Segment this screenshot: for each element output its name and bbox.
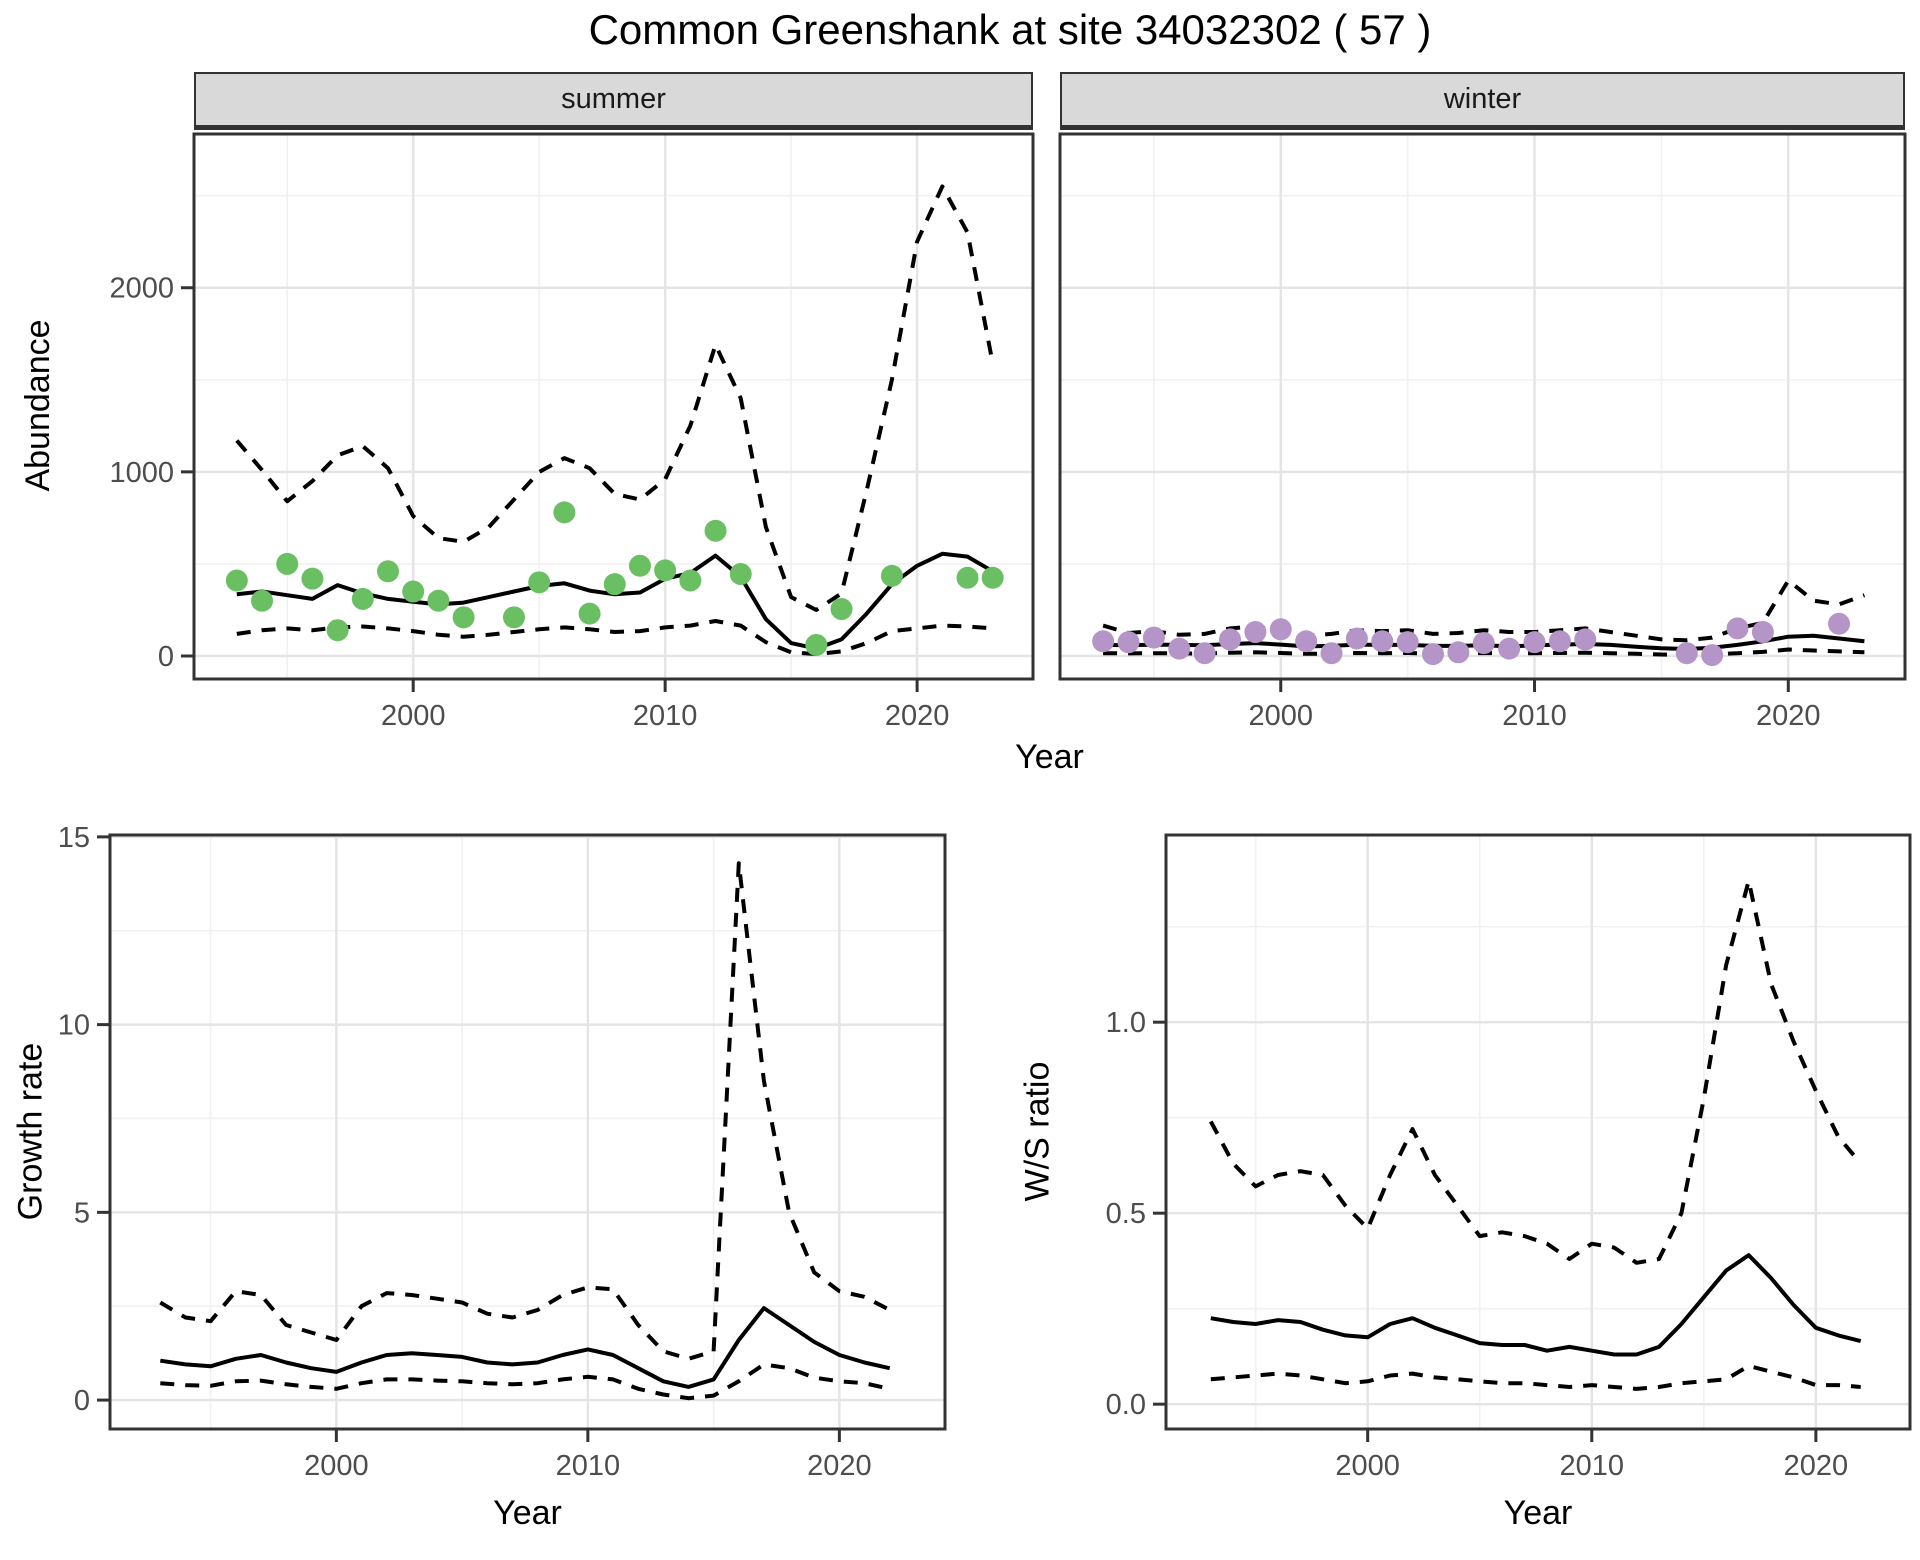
y-axis-title-growth-rate: Growth rate	[11, 1042, 50, 1221]
svg-text:2020: 2020	[1756, 700, 1821, 732]
svg-text:1.0: 1.0	[1106, 1007, 1146, 1039]
facet-strip-winter: winter	[1060, 72, 1905, 130]
facet-strip-winter-label: winter	[1443, 83, 1522, 115]
svg-text:0.5: 0.5	[1106, 1198, 1146, 1230]
svg-text:2000: 2000	[1335, 1450, 1400, 1482]
svg-text:15: 15	[58, 822, 90, 854]
svg-text:10: 10	[58, 1010, 90, 1042]
panel-ws-ratio: 2000 2010 2020 0.0 0.5 1.0	[1082, 827, 1920, 1505]
y-axis-title-ws-ratio: W/S ratio	[1018, 1061, 1057, 1202]
chart-title: Common Greenshank at site 34032302 ( 57 …	[588, 6, 1432, 53]
chart-abundance-summer: 2000 2010 2020 0 1000 2000	[109, 132, 1035, 732]
chart-abundance-winter: 2000 2010 2020	[1058, 132, 1907, 732]
chart-growth-rate: 2000 2010 2020 0 5 10 15	[58, 822, 947, 1482]
x-axis-title-year-top: Year	[1015, 738, 1084, 776]
x-axis-title-year-ws: Year	[1503, 1494, 1573, 1532]
svg-text:0.0: 0.0	[1106, 1389, 1146, 1421]
svg-text:0: 0	[74, 1385, 90, 1417]
svg-text:1000: 1000	[109, 457, 174, 489]
svg-text:2020: 2020	[1784, 1450, 1849, 1482]
y-axis-title-abundance: Abundance	[19, 319, 57, 492]
svg-text:2000: 2000	[109, 273, 174, 305]
x-axis-title-year-growth: Year	[493, 1494, 562, 1532]
svg-text:2010: 2010	[1560, 1450, 1625, 1482]
chart-ws-ratio: 2000 2010 2020 0.0 0.5 1.0	[1106, 833, 1912, 1482]
panel-abundance-summer: 2000 2010 2020 0 1000 2000	[109, 126, 1047, 755]
svg-text:5: 5	[74, 1197, 90, 1229]
facet-strip-summer-label: summer	[561, 83, 666, 115]
panel-abundance-winter: 2000 2010 2020	[976, 126, 1919, 755]
svg-text:2000: 2000	[304, 1450, 369, 1482]
svg-text:2010: 2010	[633, 700, 698, 732]
svg-text:2020: 2020	[885, 700, 950, 732]
panel-growth-rate: 2000 2010 2020 0 5 10 15	[26, 822, 959, 1505]
svg-text:2000: 2000	[381, 700, 446, 732]
svg-text:2000: 2000	[1249, 700, 1314, 732]
svg-text:2010: 2010	[556, 1450, 621, 1482]
svg-text:2010: 2010	[1502, 700, 1567, 732]
svg-text:0: 0	[158, 641, 174, 673]
facet-strip-summer: summer	[194, 72, 1033, 130]
svg-text:2020: 2020	[807, 1450, 872, 1482]
